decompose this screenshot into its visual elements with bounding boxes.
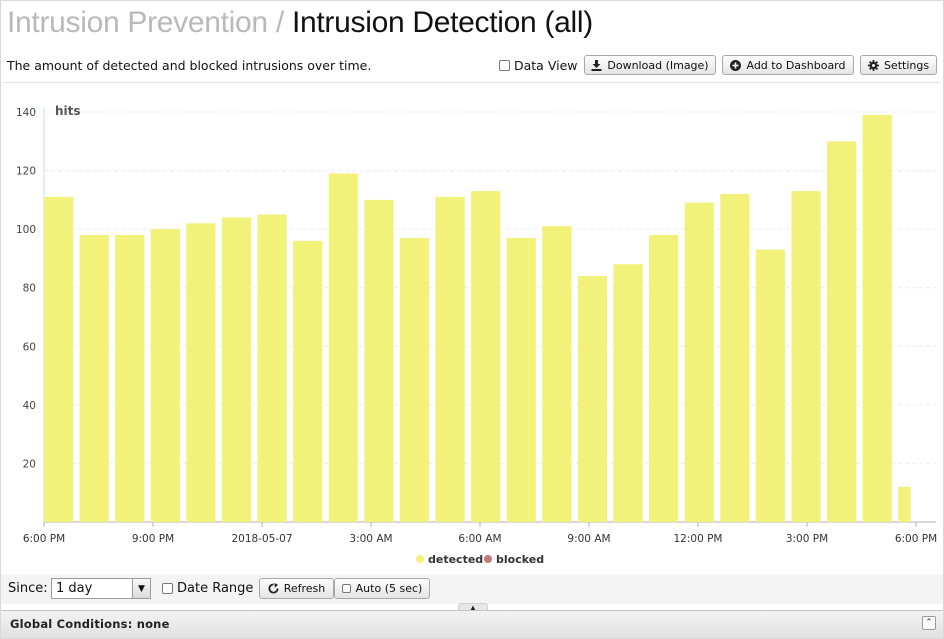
breadcrumb-current: Intrusion Detection (all) — [291, 6, 593, 39]
intrusion-chart: 20 40 60 80 100 120 140 hits 6:00 PM 9:00 PM 2018-… — [16, 104, 937, 566]
x-tick-label: 6:00 PM — [23, 533, 65, 545]
bar-detected — [755, 249, 786, 522]
bar-detected — [328, 173, 358, 522]
auto-refresh-label: Auto (5 sec) — [355, 582, 423, 595]
auto-refresh-button[interactable]: Auto (5 sec) — [334, 578, 430, 599]
download-image-button[interactable]: Download (Image) — [584, 55, 716, 75]
page-title: Intrusion Prevention / Intrusion Detecti… — [7, 6, 593, 40]
bar-detected — [115, 235, 145, 522]
bar-detected — [613, 264, 643, 522]
global-conditions-bar[interactable]: Global Conditions: none ⌃ — [0, 610, 944, 639]
bar-detected — [649, 235, 679, 522]
bar-detected — [79, 235, 109, 522]
x-tick-label: 9:00 PM — [132, 533, 174, 545]
refresh-button[interactable]: Refresh — [259, 578, 334, 599]
bar-detected — [293, 240, 323, 522]
breadcrumb-separator: / — [275, 6, 284, 39]
data-view-label: Data View — [514, 58, 578, 73]
legend-label: blocked — [496, 553, 544, 566]
legend-marker — [484, 555, 492, 563]
bar-detected — [506, 237, 536, 522]
double-chevron-up-icon[interactable]: ⌃ — [922, 616, 936, 630]
bar-detected — [898, 486, 911, 522]
bar-detected — [221, 217, 252, 522]
refresh-label: Refresh — [283, 582, 326, 595]
add-dashboard-label: Add to Dashboard — [746, 58, 846, 72]
y-tick-label: 100 — [16, 224, 36, 236]
controls-bar: Since: 1 day ▼ Date Range Refresh Auto (… — [0, 574, 944, 604]
x-tick-label: 6:00 PM — [895, 533, 937, 545]
bar-detected — [186, 223, 216, 523]
download-label: Download (Image) — [607, 58, 709, 72]
bar-detected — [257, 214, 287, 522]
x-tick-label: 6:00 AM — [458, 533, 501, 545]
date-range-toggle[interactable]: Date Range — [162, 581, 253, 596]
since-value: 1 day — [56, 581, 93, 596]
settings-label: Settings — [883, 58, 930, 72]
x-tick-label: 2018-05-07 — [231, 533, 292, 545]
date-range-checkbox[interactable] — [162, 583, 173, 594]
y-tick-label: 20 — [23, 458, 36, 470]
auto-refresh-checkbox[interactable] — [341, 584, 351, 593]
x-tick-label: 3:00 PM — [786, 533, 828, 545]
plus-circle-icon — [730, 59, 742, 71]
x-tick-label: 9:00 AM — [567, 533, 610, 545]
y-tick-label: 80 — [23, 283, 36, 295]
bar-detected — [542, 226, 572, 522]
bar-detected — [44, 196, 74, 522]
bar-detected — [827, 141, 857, 522]
bar-detected — [862, 114, 892, 522]
chart-area: 20 40 60 80 100 120 140 hits 6:00 PM 9:00 PM 2018-… — [2, 82, 940, 573]
bar-detected — [791, 191, 821, 523]
x-tick-label: 12:00 PM — [674, 533, 723, 545]
x-tick-label: 3:00 AM — [349, 533, 392, 545]
date-range-label: Date Range — [177, 581, 254, 596]
legend-label: detected — [428, 553, 483, 566]
y-tick-label: 120 — [16, 166, 36, 178]
bar-detected — [399, 237, 430, 522]
refresh-icon — [268, 583, 279, 594]
y-tick-label: 140 — [16, 107, 36, 119]
chevron-down-icon[interactable]: ▼ — [132, 579, 150, 598]
since-select[interactable]: 1 day ▼ — [51, 578, 151, 599]
legend-marker — [416, 555, 424, 563]
bar-detected — [471, 191, 501, 523]
y-axis-label: hits — [55, 104, 81, 118]
y-tick-label: 40 — [23, 400, 36, 412]
report-description: The amount of detected and blocked intru… — [7, 58, 372, 73]
bar-detected — [684, 202, 714, 522]
gear-icon — [867, 59, 879, 71]
y-tick-label: 60 — [23, 341, 36, 353]
data-view-checkbox[interactable] — [499, 60, 510, 71]
add-to-dashboard-button[interactable]: Add to Dashboard — [722, 55, 854, 75]
bar-detected — [435, 196, 465, 522]
breadcrumb-parent[interactable]: Intrusion Prevention — [7, 6, 268, 39]
resize-grip[interactable]: ▲ — [458, 603, 488, 612]
bar-detected — [150, 229, 180, 522]
settings-button[interactable]: Settings — [860, 55, 937, 75]
since-label: Since: — [8, 581, 48, 596]
bar-detected — [364, 199, 394, 522]
download-icon — [591, 59, 602, 71]
data-view-toggle[interactable]: Data View — [499, 58, 577, 73]
global-conditions-label: Global Conditions: none — [10, 617, 170, 631]
bar-detected — [577, 276, 608, 522]
bar-detected — [720, 194, 750, 522]
